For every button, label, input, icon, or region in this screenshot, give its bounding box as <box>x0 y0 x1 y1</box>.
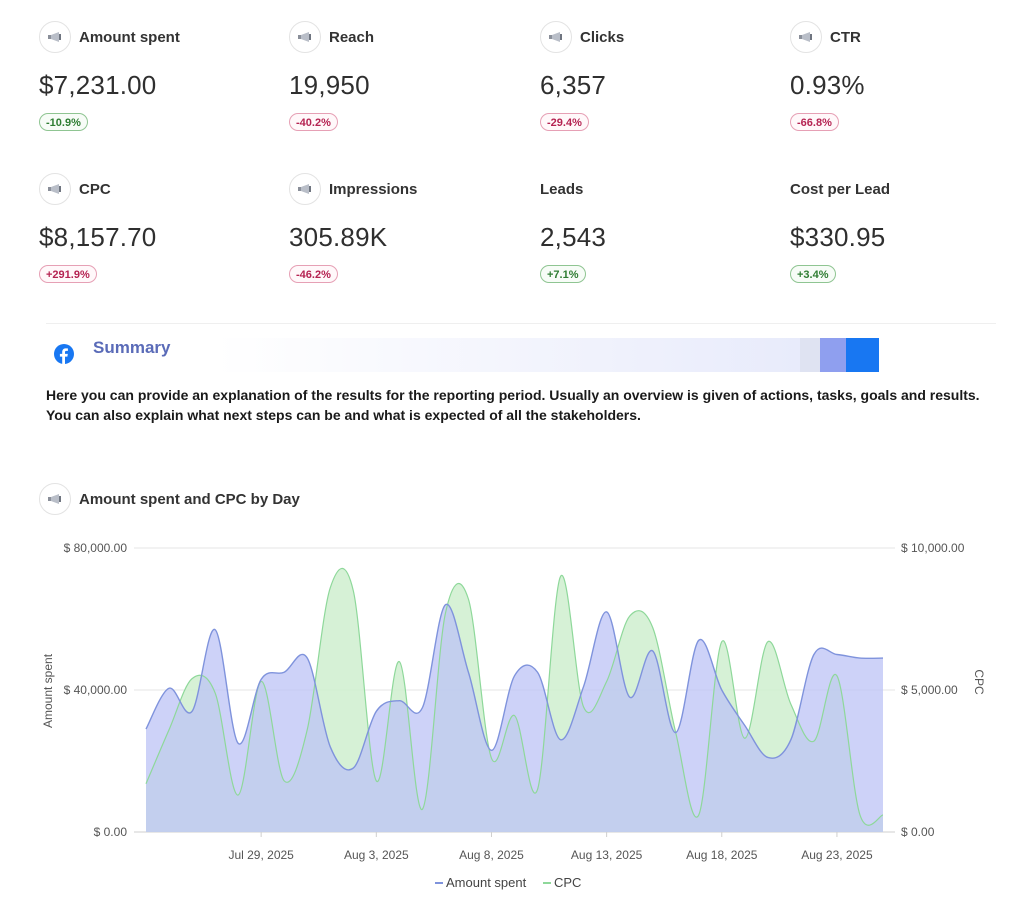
megaphone-icon <box>289 173 321 205</box>
megaphone-icon <box>39 483 71 515</box>
amount-spent-area <box>146 604 883 832</box>
kpi-header: Impressions <box>289 172 417 206</box>
kpi-header: Clicks <box>540 20 624 54</box>
kpi-change-badge: +291.9% <box>39 265 97 283</box>
x-axis-tick-label: Aug 13, 2025 <box>571 848 643 862</box>
kpi-change-badge: +3.4% <box>790 265 836 283</box>
kpi-header: CTR <box>790 20 861 54</box>
kpi-value: 0.93% <box>790 70 865 100</box>
section-divider <box>46 323 996 324</box>
kpi-card-reach: Reach 19,950 -40.2% <box>289 20 529 140</box>
kpi-value: 19,950 <box>289 70 370 100</box>
kpi-change-badge: -46.2% <box>289 265 338 283</box>
kpi-card-impressions: Impressions 305.89K -46.2% <box>289 172 529 292</box>
kpi-card-amount-spent: Amount spent $7,231.00 -10.9% <box>39 20 279 140</box>
kpi-value: $8,157.70 <box>39 222 157 252</box>
summary-accent-block <box>820 338 846 372</box>
y2-axis-tick-label: $ 5,000.00 <box>901 683 958 697</box>
summary-accent-block <box>846 338 879 372</box>
y-axis-tick-label: $ 0.00 <box>94 825 128 839</box>
kpi-card-ctr: CTR 0.93% -66.8% <box>790 20 1024 140</box>
kpi-title: Leads <box>540 180 584 198</box>
kpi-header: Reach <box>289 20 374 54</box>
summary-text: Here you can provide an explanation of t… <box>46 387 980 423</box>
facebook-icon <box>54 344 74 364</box>
chart-header: Amount spent and CPC by Day <box>39 482 300 516</box>
kpi-header: Cost per Lead <box>790 172 890 206</box>
y2-axis-label: CPC <box>972 669 986 695</box>
kpi-value: 6,357 <box>540 70 607 100</box>
cpc-line <box>145 567 884 826</box>
megaphone-icon <box>39 21 71 53</box>
summary-accent-block <box>800 338 820 372</box>
x-axis-tick-label: Aug 8, 2025 <box>459 848 524 862</box>
kpi-title: Impressions <box>329 180 418 198</box>
kpi-change-badge: -29.4% <box>540 113 589 131</box>
kpi-title: Reach <box>329 28 375 46</box>
x-axis-tick-label: Aug 18, 2025 <box>686 848 758 862</box>
y-axis-label: Amount spent <box>41 653 55 728</box>
kpi-title: CPC <box>79 180 111 198</box>
y-axis-tick-label: $ 40,000.00 <box>64 683 128 697</box>
kpi-value: $7,231.00 <box>39 70 157 100</box>
y2-axis-tick-label: $ 10,000.00 <box>901 541 965 555</box>
kpi-card-cost-per-lead: Cost per Lead $330.95 +3.4% <box>790 172 1024 292</box>
kpi-change-badge: -66.8% <box>790 113 839 131</box>
x-axis-tick-label: Aug 3, 2025 <box>344 848 409 862</box>
x-axis-tick-label: Aug 23, 2025 <box>801 848 873 862</box>
kpi-header: Leads <box>540 172 583 206</box>
summary-title: Summary <box>93 338 171 357</box>
megaphone-icon <box>39 173 71 205</box>
kpi-change-badge: -40.2% <box>289 113 338 131</box>
megaphone-icon <box>540 21 572 53</box>
kpi-card-cpc: CPC $8,157.70 +291.9% <box>39 172 279 292</box>
legend-label-amount-spent: Amount spent <box>446 875 527 890</box>
chart-title: Amount spent and CPC by Day <box>79 490 300 508</box>
kpi-title: CTR <box>830 28 861 46</box>
megaphone-icon <box>289 21 321 53</box>
x-axis-tick-label: Jul 29, 2025 <box>228 848 294 862</box>
kpi-title: Clicks <box>580 28 625 46</box>
megaphone-icon <box>790 21 822 53</box>
legend-label-cpc: CPC <box>554 875 581 890</box>
summary-header: Summary <box>46 338 879 372</box>
y2-axis-tick-label: $ 0.00 <box>901 825 935 839</box>
amount-spent-line <box>145 603 884 771</box>
kpi-header: Amount spent <box>39 20 180 54</box>
kpi-header: CPC <box>39 172 111 206</box>
y-axis-tick-label: $ 80,000.00 <box>64 541 128 555</box>
kpi-card-leads: Leads 2,543 +7.1% <box>540 172 780 292</box>
kpi-value: 305.89K <box>289 222 388 252</box>
kpi-value: $330.95 <box>790 222 886 252</box>
kpi-change-badge: -10.9% <box>39 113 88 131</box>
kpi-title: Amount spent <box>79 28 180 46</box>
summary-gradient-bar <box>216 338 800 372</box>
kpi-card-clicks: Clicks 6,357 -29.4% <box>540 20 780 140</box>
amount-cpc-area-chart: $ 0.00 $ 40,000.00 $ 80,000.00 $ 0.00 $ 5,00… <box>41 541 986 890</box>
kpi-value: 2,543 <box>540 222 607 252</box>
kpi-title: Cost per Lead <box>790 180 891 198</box>
kpi-change-badge: +7.1% <box>540 265 586 283</box>
